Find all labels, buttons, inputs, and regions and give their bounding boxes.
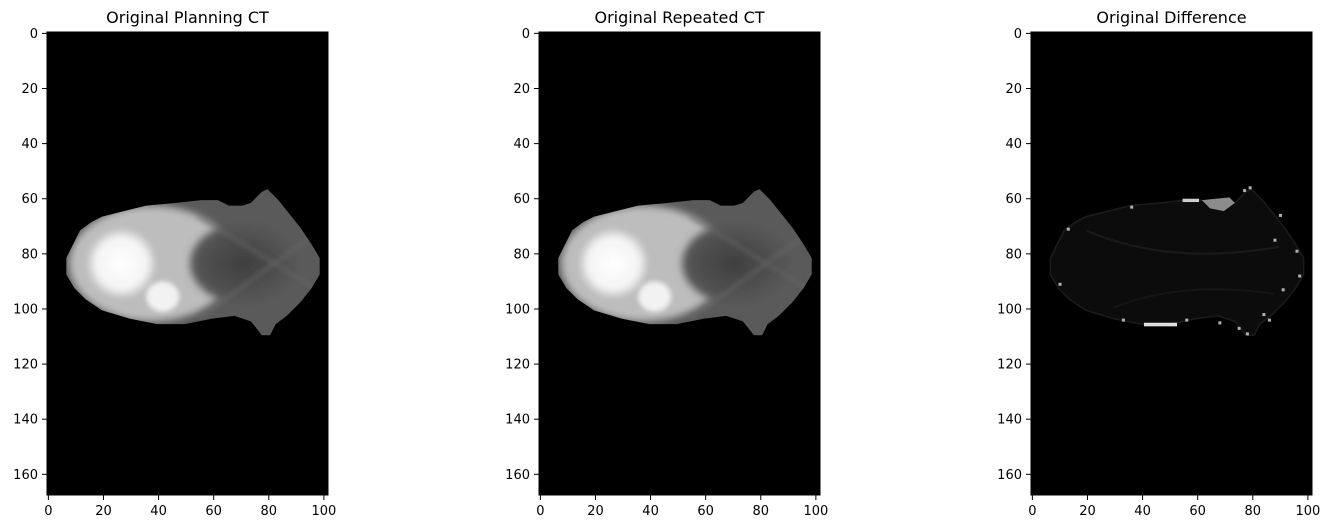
structure-line [197, 214, 320, 293]
y-tick-label: 80 [513, 247, 530, 262]
y-tick-label: 0 [30, 27, 38, 42]
y-tick-label: 0 [1014, 27, 1022, 42]
panel-2: Original Repeated CT 0 20 40 60 80 100 0 20 40 60 8… [505, 8, 828, 519]
y-tick-label: 120 [13, 358, 38, 373]
x-tick-label: 20 [587, 504, 604, 519]
panel-title: Original Repeated CT [594, 8, 764, 27]
y-tick-label: 40 [21, 137, 38, 152]
y-tick-label: 120 [997, 358, 1022, 373]
x-tick-label: 40 [1134, 504, 1151, 519]
y-tick-label: 20 [513, 82, 530, 97]
y-tick-label: 160 [13, 468, 38, 483]
residual-dot [1243, 189, 1247, 193]
y-tick-label: 160 [997, 468, 1022, 483]
x-tick-label: 80 [752, 504, 769, 519]
residual-dot [1298, 274, 1302, 278]
panel-title: Original Difference [1096, 8, 1246, 27]
residual-dot [1130, 205, 1134, 209]
x-tick-label: 60 [697, 504, 714, 519]
residual-dot [1121, 318, 1125, 322]
y-tick-label: 100 [13, 302, 38, 317]
y-tick-label: 140 [505, 413, 530, 428]
y-tick-label: 100 [505, 302, 530, 317]
y-tick-label: 80 [1005, 247, 1022, 262]
y-tick-label: 140 [13, 413, 38, 428]
y-tick-label: 80 [21, 247, 38, 262]
x-tick-label: 80 [1244, 504, 1261, 519]
residual-dot [1267, 318, 1271, 322]
residual-dot [1218, 321, 1222, 325]
lung-region [682, 222, 798, 305]
y-tick-label: 140 [997, 413, 1022, 428]
x-tick-label: 0 [44, 504, 52, 519]
x-tick-label: 20 [1079, 504, 1096, 519]
residual-dot [1295, 249, 1299, 253]
axes-frame [46, 31, 329, 496]
residual-dot [1262, 313, 1266, 317]
bright-organ-small [146, 281, 180, 312]
difference-body [1049, 188, 1305, 336]
residual-dot [1273, 238, 1277, 242]
y-tick-label: 20 [21, 82, 38, 97]
y-tick-label: 120 [505, 358, 530, 373]
y-tick-label: 60 [513, 192, 530, 207]
residual-bar [1143, 322, 1178, 327]
axes-frame [538, 31, 821, 496]
residual-dot [1281, 288, 1285, 292]
bright-organ [85, 227, 158, 300]
lung-region [190, 222, 306, 305]
bright-organ-small [638, 281, 672, 312]
panel-1: Original Planning CT 0 20 40 60 80 100 0 20 40 60 8… [13, 8, 336, 519]
residual-dot [1185, 318, 1189, 322]
x-tick-label: 100 [1295, 504, 1320, 519]
y-tick-label: 160 [505, 468, 530, 483]
residual-dot [1248, 186, 1252, 190]
residual-dot [1237, 326, 1241, 330]
y-tick-label: 100 [997, 302, 1022, 317]
residual-blob [1201, 197, 1235, 212]
panel-title: Original Planning CT [106, 8, 269, 27]
panel-3: Original Difference 0 20 40 60 80 100 0 20 40 60 80… [997, 8, 1320, 519]
residual-bar [1182, 198, 1200, 203]
y-tick-label: 60 [1005, 192, 1022, 207]
x-tick-label: 0 [1028, 504, 1036, 519]
y-tick-label: 60 [21, 192, 38, 207]
y-tick-label: 20 [1005, 82, 1022, 97]
x-tick-label: 80 [260, 504, 277, 519]
residual-dot [1066, 227, 1070, 231]
structure-line [689, 214, 812, 293]
residual-dot [1278, 213, 1282, 217]
structure-line [197, 228, 320, 321]
x-tick-label: 40 [642, 504, 659, 519]
x-tick-label: 60 [1189, 504, 1206, 519]
x-tick-label: 20 [95, 504, 112, 519]
y-tick-label: 40 [513, 137, 530, 152]
y-tick-label: 40 [1005, 137, 1022, 152]
axes-frame [1030, 31, 1313, 496]
x-tick-label: 0 [536, 504, 544, 519]
residual-dot [1058, 282, 1062, 286]
residual-dot [1245, 332, 1249, 336]
faint-edge [1085, 229, 1280, 255]
x-tick-label: 100 [311, 504, 336, 519]
bright-organ [577, 227, 650, 300]
x-tick-label: 40 [150, 504, 167, 519]
structure-line [689, 228, 812, 321]
x-tick-label: 60 [205, 504, 222, 519]
x-tick-label: 100 [803, 504, 828, 519]
y-tick-label: 0 [522, 27, 530, 42]
faint-edge [1113, 288, 1274, 309]
